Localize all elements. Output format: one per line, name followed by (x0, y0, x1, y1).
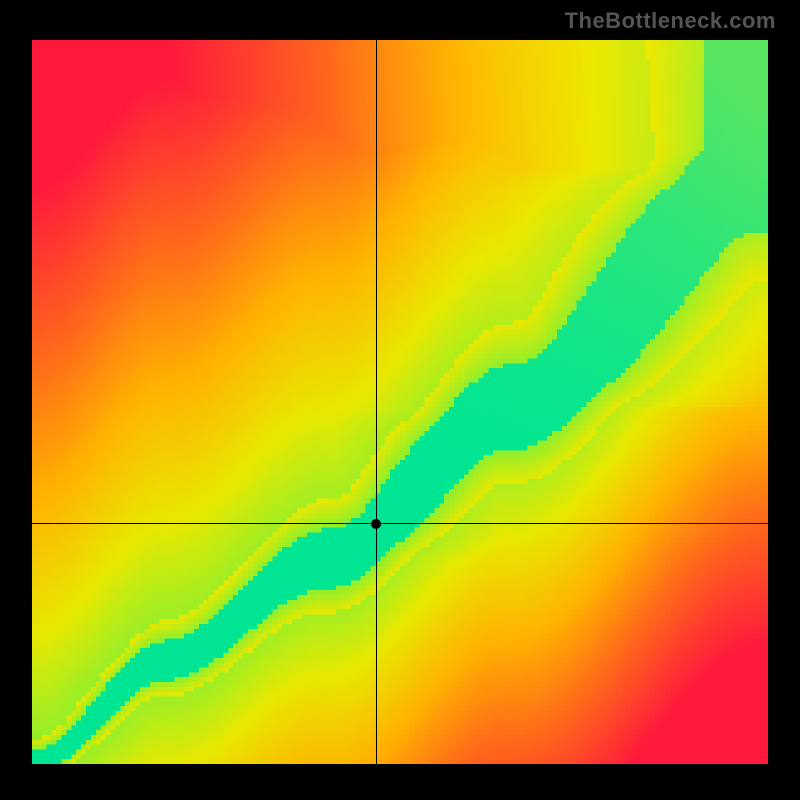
crosshair-vertical (376, 40, 377, 764)
watermark-text: TheBottleneck.com (565, 8, 776, 34)
crosshair-horizontal (32, 523, 768, 524)
heatmap-canvas (32, 40, 768, 764)
heatmap-plot (32, 40, 768, 764)
crosshair-marker (371, 519, 381, 529)
